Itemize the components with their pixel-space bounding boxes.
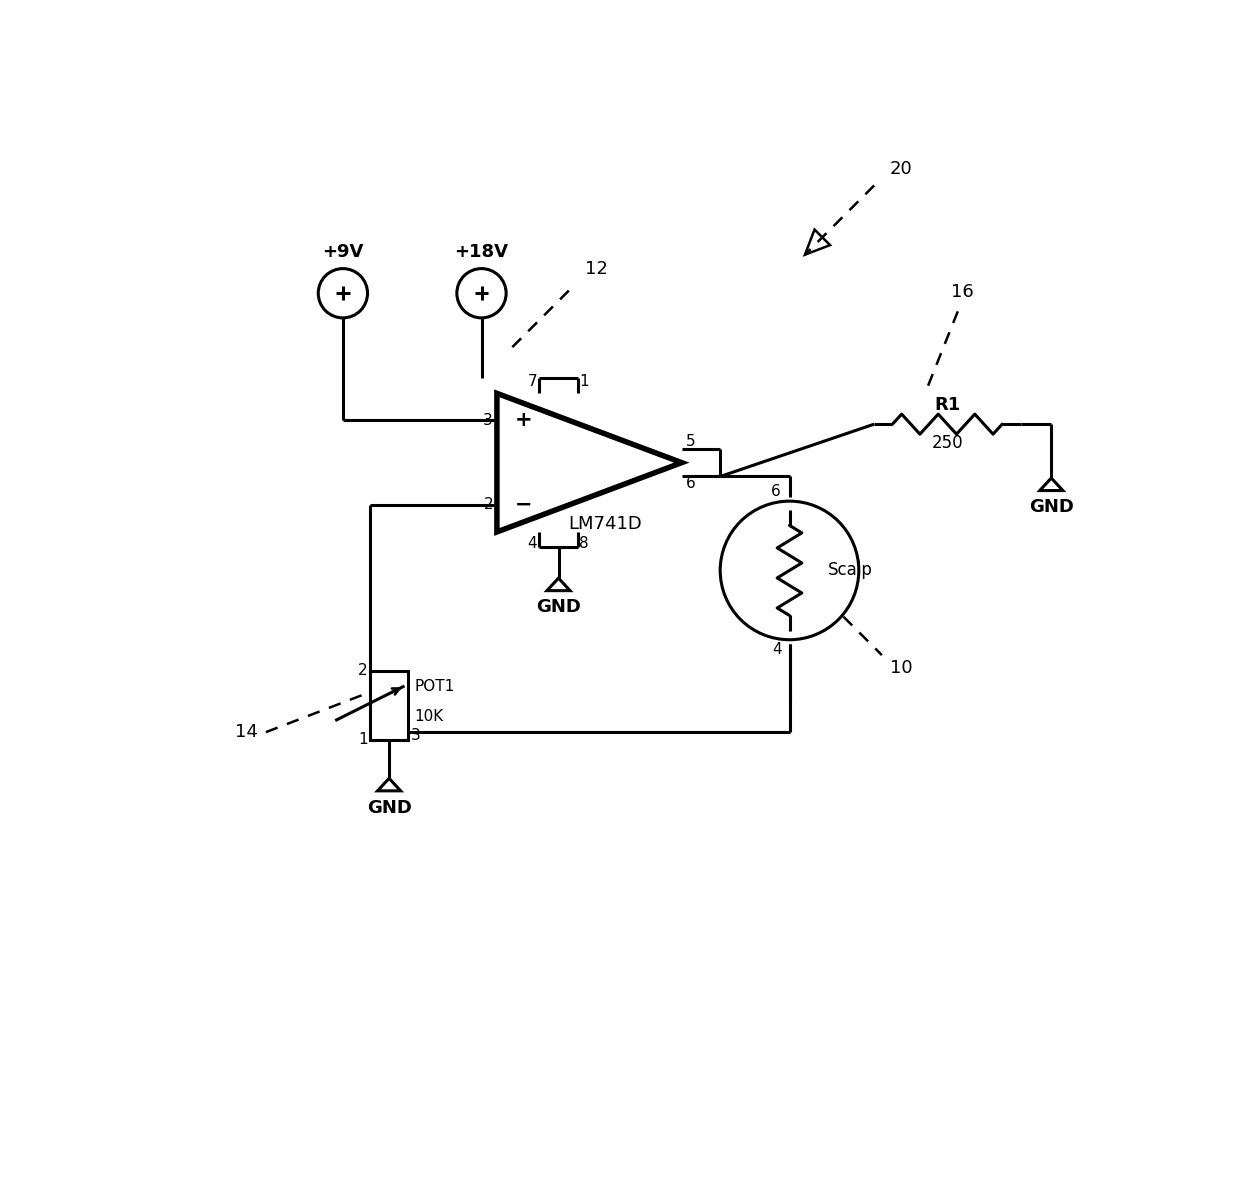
Text: GND: GND: [367, 798, 412, 816]
Text: Scalp: Scalp: [828, 561, 873, 580]
Text: 3: 3: [410, 728, 420, 744]
Text: 2: 2: [358, 663, 367, 678]
Text: 20: 20: [889, 160, 913, 178]
Text: GND: GND: [1029, 498, 1074, 516]
Text: 14: 14: [236, 723, 258, 741]
Text: +18V: +18V: [455, 243, 508, 261]
Text: +: +: [515, 410, 533, 431]
Text: 1: 1: [579, 375, 589, 389]
Text: 8: 8: [579, 536, 589, 550]
Bar: [370, 670, 408, 740]
Text: 5: 5: [686, 434, 696, 448]
Text: R1: R1: [934, 396, 961, 414]
Text: GND: GND: [536, 599, 580, 617]
Text: 4: 4: [773, 642, 781, 657]
Text: +9V: +9V: [322, 243, 363, 261]
Text: 6: 6: [770, 484, 780, 499]
Text: 3: 3: [484, 413, 494, 428]
Text: 12: 12: [585, 260, 609, 278]
Text: 1: 1: [358, 732, 367, 747]
Text: 10: 10: [889, 659, 913, 677]
Text: POT1: POT1: [414, 678, 455, 694]
Text: 2: 2: [484, 497, 494, 512]
Text: 16: 16: [951, 283, 975, 301]
Text: 250: 250: [931, 434, 963, 452]
Text: 7: 7: [527, 375, 537, 389]
Text: 10K: 10K: [414, 709, 444, 723]
Text: −: −: [515, 495, 533, 515]
Text: 6: 6: [686, 477, 696, 491]
Text: LM741D: LM741D: [568, 515, 641, 534]
Text: 4: 4: [527, 536, 537, 550]
